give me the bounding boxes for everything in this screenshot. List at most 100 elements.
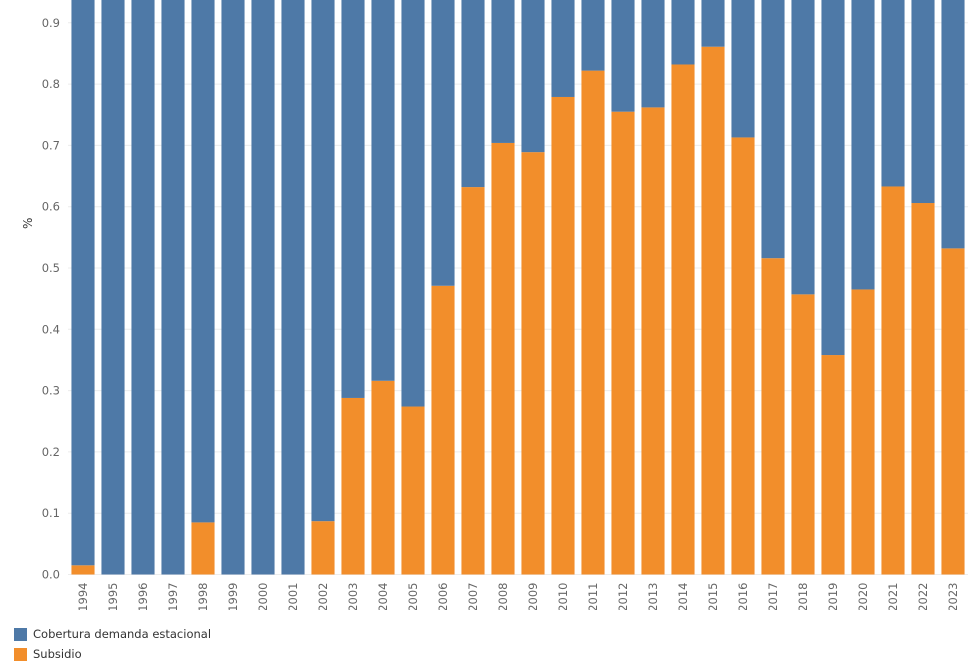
bar-subsidio-2009 (521, 152, 545, 575)
x-tick-label: 2009 (526, 583, 540, 611)
bar-subsidio-2010 (551, 96, 575, 575)
x-tick-label: 2005 (406, 583, 420, 611)
bar-cobertura-demanda-estacional-2001 (281, 0, 305, 575)
x-tick-label: 2007 (466, 583, 480, 611)
bar-cobertura-demanda-estacional-1998 (191, 0, 215, 523)
legend-label-cobertura: Cobertura demanda estacional (33, 627, 212, 641)
bar-subsidio-2002 (311, 521, 335, 575)
x-tick-label: 2022 (916, 583, 930, 611)
bar-subsidio-2007 (461, 187, 485, 575)
bar-cobertura-demanda-estacional-1994 (71, 0, 95, 566)
bar-cobertura-demanda-estacional-2002 (311, 0, 335, 522)
y-tick-label: 0.1 (42, 506, 60, 520)
legend-swatch-subsidio (14, 647, 27, 661)
stacked-bar-chart: 0.0 0.1 0.2 0.3 0.4 0.5 0.6 0.7 0.8 0.9% 1994 1995 1… (21, 0, 968, 611)
x-tick-label: 2012 (616, 583, 630, 611)
x-tick-label: 2015 (706, 583, 720, 611)
bar-cobertura-demanda-estacional-2003 (341, 0, 365, 398)
bar-subsidio-2005 (401, 406, 425, 575)
bar-cobertura-demanda-estacional-1997 (161, 0, 185, 575)
x-tick-label: 2006 (436, 583, 450, 611)
y-axis-title: % (21, 218, 35, 229)
x-tick-label: 2020 (856, 583, 870, 611)
bar-cobertura-demanda-estacional-2015 (701, 0, 725, 47)
bar-cobertura-demanda-estacional-2016 (731, 0, 755, 138)
bar-subsidio-2020 (851, 289, 875, 575)
x-tick-label: 2014 (676, 583, 690, 611)
x-tick-label: 2000 (256, 583, 270, 611)
bar-subsidio-2003 (341, 397, 365, 575)
bar-cobertura-demanda-estacional-2007 (461, 0, 485, 188)
bar-subsidio-2018 (791, 294, 815, 575)
bar-cobertura-demanda-estacional-2023 (941, 0, 965, 249)
x-tick-label: 1996 (136, 583, 150, 611)
x-tick-label: 2002 (316, 583, 330, 611)
bar-subsidio-2021 (881, 186, 905, 575)
x-tick-label: 1998 (196, 583, 210, 611)
bar-cobertura-demanda-estacional-2017 (761, 0, 785, 259)
bar-subsidio-2011 (581, 70, 605, 575)
x-tick-label: 2008 (496, 583, 510, 611)
bar-subsidio-2004 (371, 380, 395, 575)
y-tick-label: 0.5 (42, 261, 60, 275)
y-tick-label: 0.9 (42, 16, 60, 30)
x-tick-label: 1995 (106, 583, 120, 611)
bar-cobertura-demanda-estacional-2018 (791, 0, 815, 295)
bar-cobertura-demanda-estacional-2014 (671, 0, 695, 65)
y-tick-label: 0.0 (42, 568, 60, 582)
bar-subsidio-2016 (731, 137, 755, 575)
bar-cobertura-demanda-estacional-2010 (551, 0, 575, 97)
x-tick-label: 1994 (76, 583, 90, 611)
x-tick-label: 2023 (946, 583, 960, 611)
x-tick-label: 2004 (376, 583, 390, 611)
bar-cobertura-demanda-estacional-2006 (431, 0, 455, 286)
bar-subsidio-2017 (761, 258, 785, 575)
legend-label-subsidio: Subsidio (33, 647, 82, 661)
bar-cobertura-demanda-estacional-2009 (521, 0, 545, 153)
y-tick-label: 0.6 (42, 200, 60, 214)
x-tick-label: 2010 (556, 583, 570, 611)
y-tick-label: 0.3 (42, 384, 60, 398)
legend: Cobertura demanda estacional Subsidio (14, 624, 211, 664)
legend-item-subsidio[interactable]: Subsidio (14, 644, 211, 664)
bar-subsidio-2023 (941, 248, 965, 575)
x-tick-label: 2016 (736, 583, 750, 611)
y-tick-label: 0.8 (42, 77, 60, 91)
bar-cobertura-demanda-estacional-2000 (251, 0, 275, 575)
bar-subsidio-2014 (671, 64, 695, 575)
x-tick-label: 1999 (226, 583, 240, 611)
bar-cobertura-demanda-estacional-2022 (911, 0, 935, 204)
legend-swatch-cobertura (14, 627, 27, 641)
bar-subsidio-2022 (911, 203, 935, 575)
x-tick-label: 2019 (826, 583, 840, 611)
bar-cobertura-demanda-estacional-2008 (491, 0, 515, 143)
x-tick-label: 2017 (766, 583, 780, 611)
x-tick-label: 2013 (646, 583, 660, 611)
bar-subsidio-2008 (491, 142, 515, 575)
bar-subsidio-2015 (701, 46, 725, 575)
x-tick-label: 2011 (586, 583, 600, 611)
legend-item-cobertura[interactable]: Cobertura demanda estacional (14, 624, 211, 644)
y-tick-label: 0.2 (42, 445, 60, 459)
bar-subsidio-2013 (641, 107, 665, 575)
bar-subsidio-2019 (821, 355, 845, 575)
bar-cobertura-demanda-estacional-2012 (611, 0, 635, 112)
x-tick-label: 2021 (886, 583, 900, 611)
x-tick-label: 2003 (346, 583, 360, 611)
bar-cobertura-demanda-estacional-2019 (821, 0, 845, 356)
bar-cobertura-demanda-estacional-2005 (401, 0, 425, 407)
bar-cobertura-demanda-estacional-1996 (131, 0, 155, 575)
x-tick-label: 1997 (166, 583, 180, 611)
bar-subsidio-1994 (71, 565, 95, 575)
bar-cobertura-demanda-estacional-2020 (851, 0, 875, 290)
bar-cobertura-demanda-estacional-2021 (881, 0, 905, 187)
bar-cobertura-demanda-estacional-1999 (221, 0, 245, 575)
x-tick-label: 2001 (286, 583, 300, 611)
bar-cobertura-demanda-estacional-2004 (371, 0, 395, 381)
bar-subsidio-2012 (611, 111, 635, 575)
bar-cobertura-demanda-estacional-2011 (581, 0, 605, 71)
y-tick-label: 0.7 (42, 138, 60, 152)
bar-cobertura-demanda-estacional-1995 (101, 0, 125, 575)
bar-subsidio-1998 (191, 522, 215, 575)
bar-cobertura-demanda-estacional-2013 (641, 0, 665, 108)
